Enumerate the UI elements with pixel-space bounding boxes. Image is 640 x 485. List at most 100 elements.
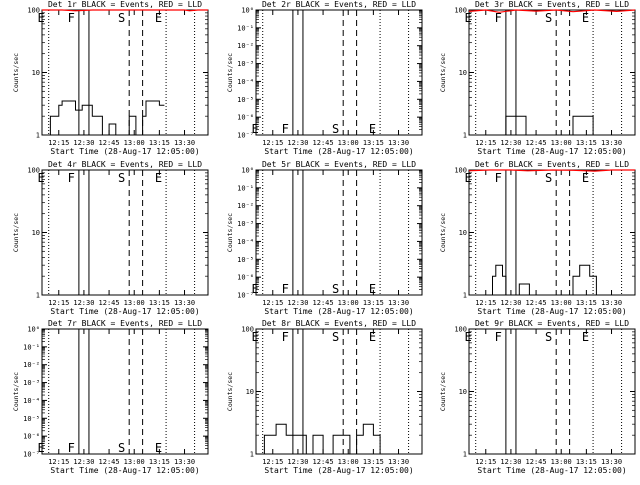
events-series-line xyxy=(49,100,165,136)
y-tick-label: 10⁻⁴ xyxy=(23,397,40,405)
x-tick-label: 12:30 xyxy=(500,139,521,147)
y-tick-label: 10⁻⁵ xyxy=(237,96,254,104)
y-tick-label: 100 xyxy=(454,7,467,15)
panel-det-5r: Det 5r BLACK = Events, RED = LLD 10⁻⁷ 10⁻⁶… xyxy=(226,160,423,316)
x-axis-label: Start Time (28-Aug-17 12:05:00) xyxy=(477,466,626,475)
y-axis-label: Counts/sec xyxy=(12,372,20,411)
y-tick-label: 100 xyxy=(241,326,254,334)
y-tick-label: 100 xyxy=(27,167,40,175)
event-marker-label: S xyxy=(545,171,552,185)
panel-title: Det 4r BLACK = Events, RED = LLD xyxy=(48,160,202,169)
x-tick-label: 13:30 xyxy=(601,139,622,147)
event-marker-label: E xyxy=(582,171,589,185)
x-tick-label: 13:15 xyxy=(363,139,384,147)
y-tick-label: 10⁻¹ xyxy=(237,24,254,32)
x-tick-label: 12:45 xyxy=(526,299,547,307)
event-marker-label: F xyxy=(282,122,289,136)
x-tick-label: 13:00 xyxy=(551,458,572,466)
event-marker-label: E xyxy=(582,330,589,344)
plot-frame xyxy=(41,169,209,296)
y-tick-label: 10⁻⁷ xyxy=(23,451,40,459)
plot-frame xyxy=(41,9,209,136)
y-tick-label: 1 xyxy=(463,292,467,300)
y-tick-label: 10 xyxy=(32,69,40,77)
y-tick-label: 1 xyxy=(250,451,254,459)
x-tick-label: 12:30 xyxy=(287,458,308,466)
x-tick-label: 13:30 xyxy=(388,139,409,147)
plot-frame xyxy=(468,9,636,136)
x-tick-label: 13:00 xyxy=(124,139,145,147)
event-marker-label: E xyxy=(464,11,471,25)
panel-title: Det 5r BLACK = Events, RED = LLD xyxy=(262,160,416,169)
y-tick-label: 10 xyxy=(459,69,467,77)
y-tick-label: 10⁻³ xyxy=(23,379,40,387)
y-axis-label: Counts/sec xyxy=(439,372,447,411)
panel-title: Det 3r BLACK = Events, RED = LLD xyxy=(475,0,629,9)
x-tick-label: 13:00 xyxy=(338,458,359,466)
x-axis-label: Start Time (28-Aug-17 12:05:00) xyxy=(50,307,199,316)
event-marker-label: E xyxy=(369,122,376,136)
x-axis-label: Start Time (28-Aug-17 12:05:00) xyxy=(477,147,626,156)
y-axis-label: Counts/sec xyxy=(439,213,447,252)
y-tick-label: 10⁰ xyxy=(241,167,254,175)
event-marker-label: F xyxy=(68,11,75,25)
x-tick-label: 13:30 xyxy=(174,458,195,466)
panel-det-1r: Det 1r BLACK = Events, RED = LLD 1 10 100 12… xyxy=(12,0,209,156)
y-tick-label: 10⁻¹ xyxy=(23,343,40,351)
events-series-line xyxy=(492,264,597,296)
x-tick-label: 12:30 xyxy=(73,458,94,466)
y-axis-label: Counts/sec xyxy=(12,213,20,252)
event-marker-label: S xyxy=(118,441,125,455)
x-tick-label: 13:15 xyxy=(576,458,597,466)
y-tick-label: 10⁻⁶ xyxy=(237,274,254,282)
x-tick-label: 13:00 xyxy=(338,139,359,147)
x-axis-label: Start Time (28-Aug-17 12:05:00) xyxy=(50,147,199,156)
x-tick-label: 13:30 xyxy=(601,299,622,307)
x-tick-label: 12:30 xyxy=(287,139,308,147)
y-tick-label: 10⁻⁴ xyxy=(237,78,254,86)
event-marker-label: E xyxy=(37,171,44,185)
x-axis-label: Start Time (28-Aug-17 12:05:00) xyxy=(264,307,413,316)
event-marker-label: F xyxy=(68,171,75,185)
x-tick-label: 13:00 xyxy=(124,458,145,466)
x-tick-label: 12:45 xyxy=(313,299,334,307)
event-marker-label: E xyxy=(37,11,44,25)
lld-series-line xyxy=(42,9,208,12)
x-tick-label: 12:30 xyxy=(500,299,521,307)
y-tick-label: 100 xyxy=(27,7,40,15)
y-tick-label: 100 xyxy=(454,326,467,334)
y-tick-label: 1 xyxy=(463,132,467,140)
x-tick-label: 13:15 xyxy=(149,299,170,307)
panel-det-6r: Det 6r BLACK = Events, RED = LLD 1 10 100 12… xyxy=(439,160,636,316)
y-axis-label: Counts/sec xyxy=(226,53,234,92)
lld-series-line xyxy=(468,9,636,13)
panel-title: Det 8r BLACK = Events, RED = LLD xyxy=(262,319,416,328)
x-tick-label: 13:15 xyxy=(363,458,384,466)
x-axis-label: Start Time (28-Aug-17 12:05:00) xyxy=(264,147,413,156)
y-tick-label: 10⁻² xyxy=(23,361,40,369)
y-axis-label: Counts/sec xyxy=(226,372,234,411)
plot-frame xyxy=(41,328,209,455)
event-marker-label: E xyxy=(155,171,162,185)
panel-det-2r: Det 2r BLACK = Events, RED = LLD 10⁻⁷ 10⁻⁶… xyxy=(226,0,423,156)
x-tick-label: 13:30 xyxy=(388,458,409,466)
y-axis-label: Counts/sec xyxy=(226,213,234,252)
lld-series-line xyxy=(468,169,635,172)
event-marker-label: F xyxy=(282,282,289,296)
event-marker-label: S xyxy=(545,330,552,344)
event-marker-label: E xyxy=(251,330,258,344)
panel-det-3r: Det 3r BLACK = Events, RED = LLD 1 10 100 12… xyxy=(439,0,636,156)
event-marker-label: S xyxy=(332,330,339,344)
x-tick-label: 12:15 xyxy=(475,299,496,307)
x-tick-label: 12:15 xyxy=(48,458,69,466)
panel-title: Det 7r BLACK = Events, RED = LLD xyxy=(48,319,202,328)
event-marker-label: S xyxy=(118,171,125,185)
y-tick-label: 10⁻⁵ xyxy=(23,415,40,423)
event-marker-label: E xyxy=(582,11,589,25)
x-tick-label: 13:00 xyxy=(338,299,359,307)
y-tick-label: 10⁻³ xyxy=(237,60,254,68)
x-tick-label: 12:15 xyxy=(475,458,496,466)
y-tick-label: 10 xyxy=(459,388,467,396)
y-tick-label: 10⁻⁶ xyxy=(237,114,254,122)
